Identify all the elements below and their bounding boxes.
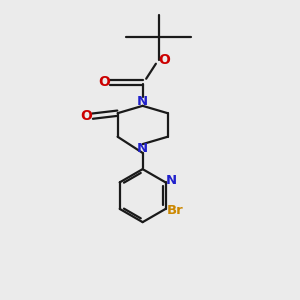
Text: N: N [137, 95, 148, 108]
Text: O: O [98, 75, 110, 89]
Text: O: O [80, 109, 92, 123]
Text: N: N [137, 142, 148, 155]
Text: N: N [165, 174, 176, 188]
Text: Br: Br [167, 204, 183, 217]
Text: O: O [158, 53, 170, 67]
